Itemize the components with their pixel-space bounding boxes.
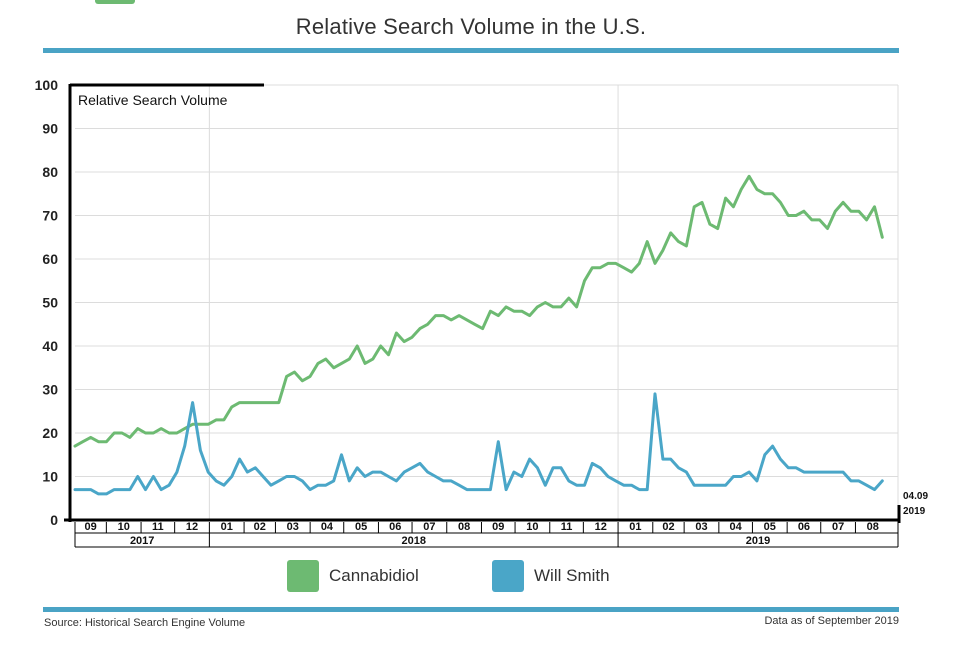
month-tick-label: 02: [254, 521, 266, 533]
month-tick-label: 09: [492, 521, 504, 533]
month-tick-label: 06: [798, 521, 810, 533]
legend-label-cannabidiol: Cannabidiol: [329, 566, 419, 585]
y-tick-label: 70: [42, 208, 58, 224]
month-tick-label: 01: [629, 521, 641, 533]
end-date-label-day: 04.09: [903, 491, 928, 502]
y-tick-label: 0: [50, 512, 58, 528]
legend-swatch-will-smith: [492, 560, 524, 592]
y-tick-label: 10: [42, 469, 58, 485]
month-tick-label: 06: [389, 521, 401, 533]
y-axis-label: Relative Search Volume: [78, 92, 228, 108]
y-tick-label: 20: [42, 425, 58, 441]
chart-title: Relative Search Volume in the U.S.: [295, 14, 647, 39]
month-tick-label: 03: [695, 521, 707, 533]
month-tick-label: 07: [423, 521, 435, 533]
month-tick-label: 10: [118, 521, 130, 533]
month-tick-label: 02: [662, 521, 674, 533]
top-divider: [43, 48, 899, 53]
y-tick-label: 30: [42, 382, 58, 398]
data-as-of-note: Data as of September 2019: [764, 615, 899, 627]
legend-item-cannabidiol: Cannabidiol: [287, 560, 419, 592]
month-tick-label: 03: [287, 521, 299, 533]
year-tick-label: 2017: [130, 535, 154, 547]
legend-label-will-smith: Will Smith: [534, 566, 610, 585]
y-tick-label: 90: [42, 121, 58, 137]
month-tick-label: 11: [561, 521, 573, 533]
year-tick-label: 2018: [401, 535, 425, 547]
month-tick-label: 08: [458, 521, 470, 533]
month-tick-label: 04: [321, 521, 334, 533]
month-tick-label: 07: [832, 521, 844, 533]
series-line-cannabidiol: [73, 174, 884, 448]
month-tick-label: 05: [355, 521, 367, 533]
month-tick-label: 09: [85, 521, 97, 533]
month-tick-label: 12: [595, 521, 607, 533]
y-tick-label: 80: [42, 164, 58, 180]
bottom-divider: [43, 607, 899, 612]
source-note: Source: Historical Search Engine Volume: [44, 617, 246, 629]
top-legend-swatch: [95, 0, 135, 4]
month-tick-label: 01: [221, 521, 233, 533]
y-tick-label: 40: [42, 338, 58, 354]
month-tick-label: 10: [526, 521, 538, 533]
y-tick-label: 50: [42, 295, 58, 311]
y-tick-label: 60: [42, 251, 58, 267]
y-tick-label: 100: [35, 77, 59, 93]
legend-item-will-smith: Will Smith: [492, 560, 610, 592]
end-date-label-year: 2019: [903, 506, 926, 517]
legend-swatch-cannabidiol: [287, 560, 319, 592]
series-line-will-smith: [73, 392, 884, 496]
month-tick-label: 11: [152, 521, 164, 533]
month-tick-label: 08: [867, 521, 879, 533]
month-tick-label: 12: [186, 521, 198, 533]
year-tick-label: 2019: [746, 535, 770, 547]
month-tick-label: 05: [764, 521, 776, 533]
month-tick-label: 04: [730, 521, 743, 533]
